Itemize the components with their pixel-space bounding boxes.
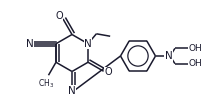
- Text: O: O: [104, 67, 112, 77]
- Text: OH: OH: [188, 59, 202, 68]
- Text: CH$_3$: CH$_3$: [38, 78, 54, 90]
- Text: N: N: [84, 39, 92, 49]
- Text: N: N: [68, 86, 76, 96]
- Text: N: N: [26, 39, 33, 49]
- Text: N: N: [165, 51, 172, 61]
- Text: OH: OH: [188, 44, 202, 53]
- Text: O: O: [55, 11, 63, 21]
